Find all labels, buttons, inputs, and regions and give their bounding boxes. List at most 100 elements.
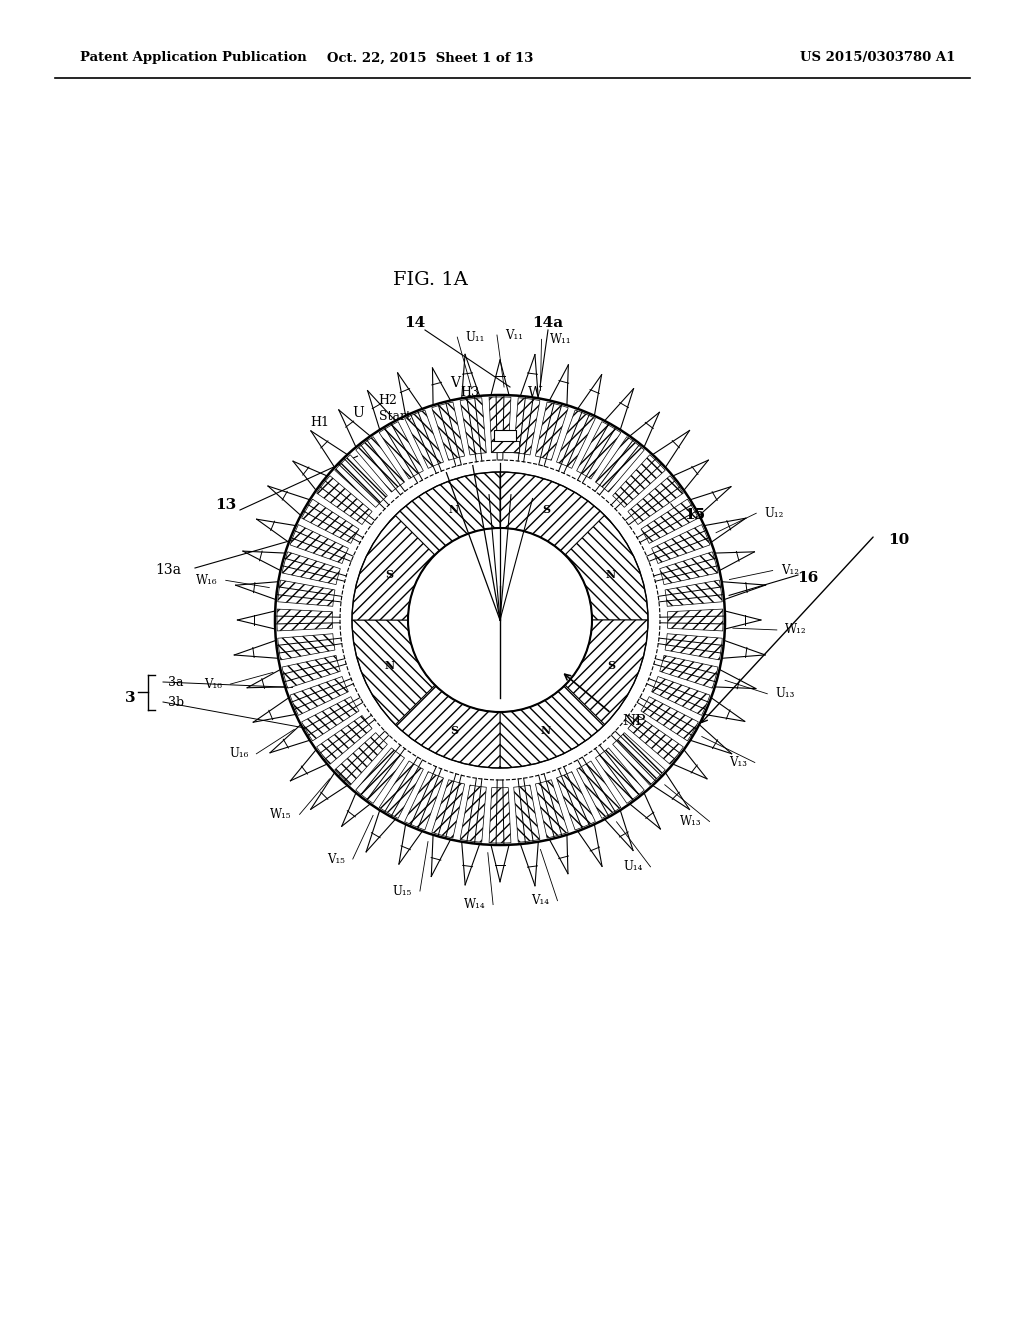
Wedge shape — [612, 733, 666, 785]
Text: V: V — [450, 376, 460, 389]
Wedge shape — [290, 677, 348, 715]
Wedge shape — [395, 685, 500, 768]
Wedge shape — [514, 785, 540, 842]
Text: N: N — [449, 504, 459, 515]
Text: W₁₅: W₁₅ — [270, 808, 292, 821]
Wedge shape — [651, 524, 710, 564]
Text: V₁₅: V₁₅ — [327, 853, 345, 866]
Bar — [490, 441, 519, 451]
Text: 3a: 3a — [168, 676, 183, 689]
Text: V₁₁: V₁₁ — [505, 329, 523, 342]
Text: 15: 15 — [684, 508, 706, 521]
Wedge shape — [355, 437, 404, 492]
Text: V₁₄: V₁₄ — [531, 894, 550, 907]
Wedge shape — [641, 697, 698, 741]
Wedge shape — [278, 579, 335, 606]
Bar — [494, 430, 516, 441]
Wedge shape — [335, 733, 387, 785]
Wedge shape — [404, 772, 443, 830]
Text: N: N — [384, 660, 394, 672]
Text: Start: Start — [379, 411, 411, 424]
Wedge shape — [668, 609, 723, 631]
Text: U₁₅: U₁₅ — [392, 884, 412, 898]
Text: U₁₂: U₁₂ — [764, 507, 783, 520]
Wedge shape — [659, 656, 718, 688]
Text: N: N — [606, 569, 615, 579]
Wedge shape — [335, 455, 387, 507]
Wedge shape — [432, 403, 465, 461]
Wedge shape — [352, 515, 435, 620]
Text: U₁₆: U₁₆ — [229, 747, 249, 760]
Wedge shape — [316, 715, 372, 764]
Wedge shape — [536, 403, 568, 461]
Text: FIG. 1A: FIG. 1A — [392, 271, 467, 289]
Wedge shape — [355, 748, 404, 804]
Text: 14: 14 — [404, 315, 426, 330]
Wedge shape — [596, 748, 644, 804]
Wedge shape — [432, 780, 465, 838]
Wedge shape — [556, 411, 595, 469]
Wedge shape — [460, 397, 486, 455]
Text: H1: H1 — [310, 417, 330, 429]
Wedge shape — [460, 785, 486, 842]
Text: S: S — [607, 660, 614, 672]
Wedge shape — [352, 620, 435, 725]
Text: Patent Application Publication: Patent Application Publication — [80, 51, 307, 65]
Text: 3b: 3b — [168, 696, 184, 709]
Text: W₁₆: W₁₆ — [197, 574, 218, 587]
Wedge shape — [641, 499, 698, 544]
Wedge shape — [316, 475, 372, 524]
Wedge shape — [395, 473, 500, 554]
Wedge shape — [665, 634, 722, 660]
Wedge shape — [278, 634, 335, 660]
Wedge shape — [302, 499, 359, 544]
Wedge shape — [659, 552, 718, 585]
Wedge shape — [290, 524, 348, 564]
Wedge shape — [282, 656, 340, 688]
Wedge shape — [556, 772, 595, 830]
Wedge shape — [379, 762, 423, 818]
Wedge shape — [628, 475, 683, 524]
Wedge shape — [489, 397, 511, 453]
Text: W₁₄: W₁₄ — [464, 898, 485, 911]
Wedge shape — [665, 579, 722, 606]
Text: S: S — [385, 569, 393, 579]
Text: U₁₁: U₁₁ — [465, 330, 484, 343]
Text: NP: NP — [623, 714, 646, 727]
Text: H2: H2 — [379, 393, 397, 407]
Wedge shape — [565, 515, 648, 620]
Wedge shape — [489, 788, 511, 843]
Text: 16: 16 — [798, 572, 818, 585]
Wedge shape — [628, 715, 683, 764]
Wedge shape — [278, 609, 333, 631]
Text: U₁₄: U₁₄ — [624, 861, 642, 874]
Text: V₁₂: V₁₂ — [780, 564, 799, 577]
Text: U₁₃: U₁₃ — [775, 688, 795, 701]
Text: H3: H3 — [461, 387, 479, 400]
Wedge shape — [577, 762, 621, 818]
Text: N: N — [541, 726, 551, 737]
Wedge shape — [596, 437, 644, 492]
Wedge shape — [536, 780, 568, 838]
Wedge shape — [302, 697, 359, 741]
Text: W₁₁: W₁₁ — [550, 333, 571, 346]
Wedge shape — [500, 473, 604, 554]
Text: V₁₃: V₁₃ — [729, 756, 746, 770]
Wedge shape — [577, 421, 621, 479]
Text: 3: 3 — [125, 690, 135, 705]
Wedge shape — [565, 620, 648, 725]
Text: W₁₂: W₁₂ — [784, 623, 807, 636]
Wedge shape — [404, 411, 443, 469]
Text: S: S — [451, 726, 458, 737]
Text: US 2015/0303780 A1: US 2015/0303780 A1 — [800, 51, 955, 65]
Text: 13a: 13a — [155, 564, 181, 577]
Bar — [490, 441, 519, 451]
Wedge shape — [612, 455, 666, 507]
Text: U: U — [352, 407, 364, 420]
Wedge shape — [379, 421, 423, 479]
Wedge shape — [651, 677, 710, 715]
Text: 13: 13 — [215, 498, 237, 512]
Text: S: S — [542, 504, 550, 515]
Wedge shape — [282, 552, 340, 585]
Wedge shape — [514, 397, 540, 455]
